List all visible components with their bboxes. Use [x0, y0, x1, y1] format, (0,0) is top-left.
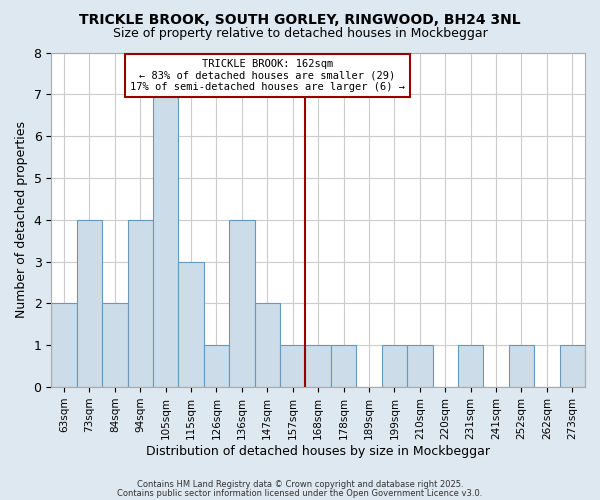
Bar: [509, 346, 534, 387]
Bar: [153, 94, 178, 387]
Text: TRICKLE BROOK, SOUTH GORLEY, RINGWOOD, BH24 3NL: TRICKLE BROOK, SOUTH GORLEY, RINGWOOD, B…: [79, 12, 521, 26]
Bar: [331, 346, 356, 387]
Text: Contains public sector information licensed under the Open Government Licence v3: Contains public sector information licen…: [118, 488, 482, 498]
Bar: [77, 220, 102, 387]
Bar: [229, 220, 254, 387]
X-axis label: Distribution of detached houses by size in Mockbeggar: Distribution of detached houses by size …: [146, 444, 490, 458]
Bar: [178, 262, 204, 387]
Text: Contains HM Land Registry data © Crown copyright and database right 2025.: Contains HM Land Registry data © Crown c…: [137, 480, 463, 489]
Text: TRICKLE BROOK: 162sqm
← 83% of detached houses are smaller (29)
17% of semi-deta: TRICKLE BROOK: 162sqm ← 83% of detached …: [130, 59, 405, 92]
Text: Size of property relative to detached houses in Mockbeggar: Size of property relative to detached ho…: [113, 28, 487, 40]
Bar: [458, 346, 484, 387]
Bar: [51, 304, 77, 387]
Bar: [407, 346, 433, 387]
Bar: [128, 220, 153, 387]
Bar: [204, 346, 229, 387]
Bar: [305, 346, 331, 387]
Bar: [560, 346, 585, 387]
Bar: [102, 304, 128, 387]
Bar: [280, 346, 305, 387]
Bar: [254, 304, 280, 387]
Y-axis label: Number of detached properties: Number of detached properties: [15, 122, 28, 318]
Bar: [382, 346, 407, 387]
